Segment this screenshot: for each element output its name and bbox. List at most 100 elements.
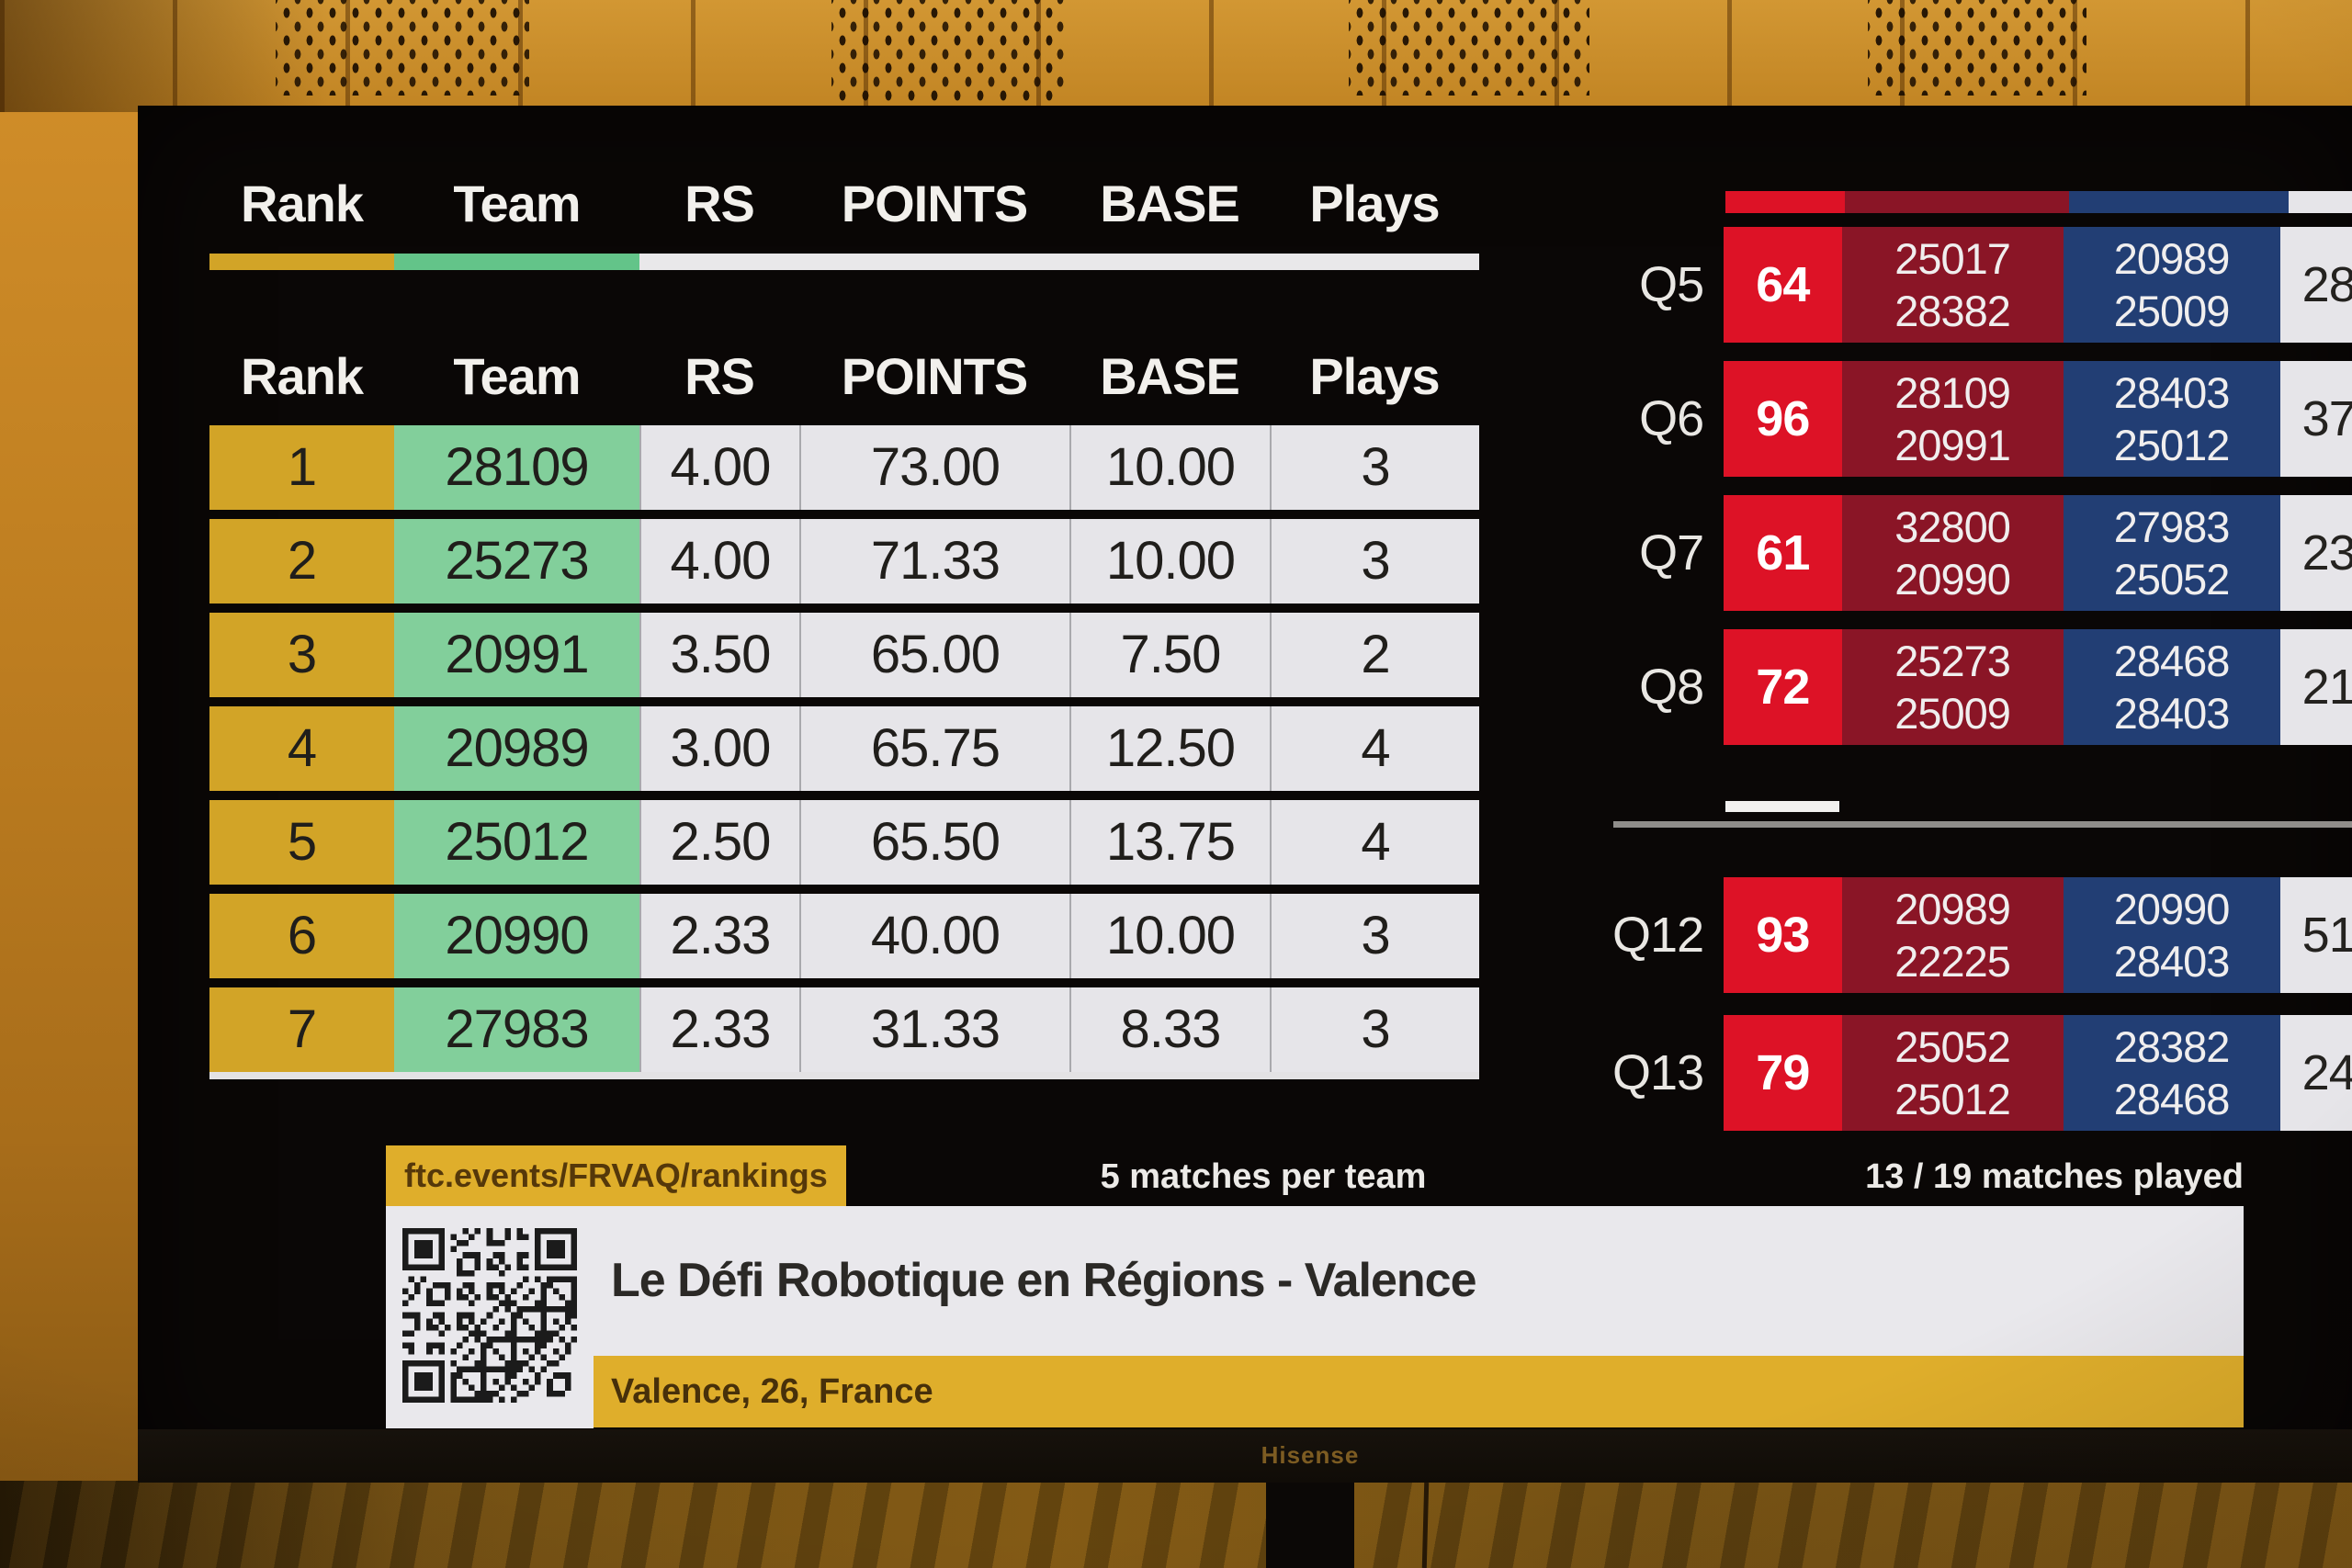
rank-cell: 3 bbox=[209, 613, 394, 697]
red-score: 79 bbox=[1724, 1015, 1842, 1131]
location-banner bbox=[594, 1356, 2244, 1427]
red-alliance-teams: 20989 22225 bbox=[1841, 877, 2064, 993]
red-score: 61 bbox=[1724, 495, 1842, 611]
base-cell: 7.50 bbox=[1069, 613, 1270, 697]
rankings-title-header: Rank Team RS POINTS BASE Plays bbox=[209, 156, 1479, 252]
table-row: 2 25273 4.00 71.33 10.00 3 bbox=[209, 519, 1479, 604]
column-header-rs: RS bbox=[684, 347, 755, 405]
points-cell: 73.00 bbox=[799, 425, 1069, 510]
blue-team-1: 28468 bbox=[2113, 637, 2231, 685]
blue-alliance-teams: 28382 28468 bbox=[2063, 1015, 2280, 1131]
points-cell: 65.50 bbox=[799, 800, 1069, 885]
tv-stand bbox=[1266, 1481, 1354, 1568]
wall-bottom bbox=[0, 1481, 2352, 1568]
qr-code bbox=[386, 1206, 594, 1428]
base-cell: 10.00 bbox=[1069, 425, 1270, 510]
blue-score-partial: 37 bbox=[2279, 361, 2352, 477]
points-cell: 71.33 bbox=[799, 519, 1069, 604]
header-underline bbox=[209, 254, 1479, 270]
points-cell: 65.00 bbox=[799, 613, 1069, 697]
wall-left bbox=[0, 112, 140, 1481]
table-row: 4 20989 3.00 65.75 12.50 4 bbox=[209, 706, 1479, 791]
points-cell: 40.00 bbox=[799, 894, 1069, 978]
red-team-2: 20991 bbox=[1894, 421, 2011, 469]
column-header-rank: Rank bbox=[241, 347, 364, 405]
blue-team-1: 20989 bbox=[2113, 234, 2231, 283]
column-header-rs: RS bbox=[684, 175, 755, 232]
rank-cell: 6 bbox=[209, 894, 394, 978]
blue-score-partial: 21 bbox=[2279, 629, 2352, 745]
match-row: Q8 72 25273 25009 28468 28403 21 bbox=[1562, 629, 2352, 745]
perforated-panel bbox=[1349, 0, 1589, 96]
rank-cell: 4 bbox=[209, 706, 394, 791]
red-team-1: 25052 bbox=[1894, 1022, 2011, 1071]
perforated-panel bbox=[1868, 0, 2086, 96]
table-bottom-line bbox=[209, 1072, 1479, 1079]
table-row: 3 20991 3.50 65.00 7.50 2 bbox=[209, 613, 1479, 697]
match-label: Q13 bbox=[1612, 1045, 1704, 1100]
plays-cell: 4 bbox=[1270, 706, 1479, 791]
blue-alliance-teams: 28403 25012 bbox=[2063, 361, 2280, 477]
blue-alliance-teams: 27983 25052 bbox=[2063, 495, 2280, 611]
team-cell: 27983 bbox=[394, 987, 639, 1072]
red-alliance-teams: 25052 25012 bbox=[1841, 1015, 2064, 1131]
blue-team-1: 27983 bbox=[2113, 502, 2231, 551]
base-cell: 8.33 bbox=[1069, 987, 1270, 1072]
plays-cell: 3 bbox=[1270, 519, 1479, 604]
rank-cell: 5 bbox=[209, 800, 394, 885]
blue-team-1: 28403 bbox=[2113, 368, 2231, 417]
points-cell: 65.75 bbox=[799, 706, 1069, 791]
team-cell: 28109 bbox=[394, 425, 639, 510]
blue-team-2: 25012 bbox=[2113, 421, 2231, 469]
red-score: 64 bbox=[1724, 227, 1842, 343]
blue-alliance-teams: 20990 28403 bbox=[2063, 877, 2280, 993]
red-score: 93 bbox=[1724, 877, 1842, 993]
red-alliance-teams: 25273 25009 bbox=[1841, 629, 2064, 745]
red-team-1: 25273 bbox=[1894, 637, 2011, 685]
blue-score-partial: 23 bbox=[2279, 495, 2352, 611]
team-cell: 20991 bbox=[394, 613, 639, 697]
base-cell: 13.75 bbox=[1069, 800, 1270, 885]
match-row: Q5 64 25017 28382 20989 25009 28 bbox=[1562, 227, 2352, 343]
red-team-1: 20989 bbox=[1894, 885, 2011, 933]
red-team-2: 20990 bbox=[1894, 555, 2011, 604]
section-divider bbox=[1613, 821, 2352, 828]
match-label: Q6 bbox=[1639, 391, 1704, 446]
rs-cell: 4.00 bbox=[639, 425, 799, 510]
table-row: 7 27983 2.33 31.33 8.33 3 bbox=[209, 987, 1479, 1072]
event-location: Valence, 26, France bbox=[611, 1372, 933, 1411]
tv-bezel bbox=[138, 1429, 2352, 1483]
blue-alliance-teams: 20989 25009 bbox=[2063, 227, 2280, 343]
blue-team-2: 28403 bbox=[2113, 689, 2231, 738]
red-team-1: 32800 bbox=[1894, 502, 2011, 551]
red-team-2: 25012 bbox=[1894, 1075, 2011, 1123]
matches-per-team-label: 5 matches per team bbox=[1100, 1157, 1427, 1196]
plays-cell: 3 bbox=[1270, 894, 1479, 978]
match-label: Q12 bbox=[1612, 908, 1704, 963]
team-cell: 20990 bbox=[394, 894, 639, 978]
team-cell: 25273 bbox=[394, 519, 639, 604]
red-alliance-teams: 28109 20991 bbox=[1841, 361, 2064, 477]
plays-cell: 3 bbox=[1270, 425, 1479, 510]
match-label: Q8 bbox=[1639, 660, 1704, 715]
perforated-panel bbox=[276, 0, 529, 96]
blue-team-2: 28403 bbox=[2113, 937, 2231, 986]
blue-team-2: 28468 bbox=[2113, 1075, 2231, 1123]
rs-cell: 2.50 bbox=[639, 800, 799, 885]
red-alliance-teams: 32800 20990 bbox=[1841, 495, 2064, 611]
blue-team-2: 25009 bbox=[2113, 287, 2231, 335]
red-score: 72 bbox=[1724, 629, 1842, 745]
base-cell: 10.00 bbox=[1069, 894, 1270, 978]
points-cell: 31.33 bbox=[799, 987, 1069, 1072]
base-cell: 10.00 bbox=[1069, 519, 1270, 604]
blue-score-partial: 28 bbox=[2279, 227, 2352, 343]
column-header-points: POINTS bbox=[841, 347, 1028, 405]
partial-previous-match-row bbox=[1725, 191, 2352, 213]
rs-cell: 3.00 bbox=[639, 706, 799, 791]
match-row: Q6 96 28109 20991 28403 25012 37 bbox=[1562, 361, 2352, 477]
rank-cell: 7 bbox=[209, 987, 394, 1072]
match-label: Q7 bbox=[1639, 525, 1704, 581]
blue-team-2: 25052 bbox=[2113, 555, 2231, 604]
team-cell: 20989 bbox=[394, 706, 639, 791]
table-row: 5 25012 2.50 65.50 13.75 4 bbox=[209, 800, 1479, 885]
